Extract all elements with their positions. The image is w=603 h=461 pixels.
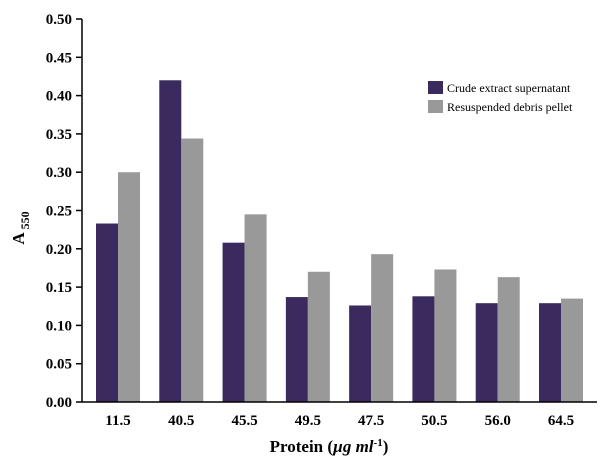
x-axis-title-suffix: ) (383, 437, 389, 456)
bar-resuspended-40.5 (181, 138, 204, 402)
x-tick-label: 11.5 (105, 413, 130, 429)
bar-resuspended-45.5 (244, 214, 267, 402)
x-tick-label: 64.5 (548, 413, 574, 429)
bar-crude-40.5 (159, 80, 182, 402)
legend-swatch-crude (428, 81, 443, 94)
x-tick-label: 49.5 (295, 413, 321, 429)
x-axis-title-prefix: Protein ( (270, 437, 334, 456)
bar-resuspended-49.5 (307, 271, 330, 402)
y-axis-title-subscript: 550 (18, 211, 32, 229)
legend-swatch-resuspended (428, 100, 443, 113)
x-tick-label: 40.5 (168, 413, 194, 429)
x-tick-label: 56.0 (485, 413, 511, 429)
y-tick-label: 0.25 (46, 204, 72, 220)
y-tick-label: 0.05 (46, 357, 72, 373)
bar-resuspended-47.5 (371, 254, 394, 402)
bar-resuspended-64.5 (561, 298, 583, 402)
y-tick-label: 0.50 (46, 12, 72, 28)
bar-crude-45.5 (222, 242, 245, 402)
bar-crude-56.0 (475, 303, 498, 402)
y-ticks-group: 0.00 0.05 0.10 0.15 0.20 0.25 0.30 0.35 0.40 0.45… (46, 12, 82, 411)
x-tick-label: 47.5 (358, 413, 384, 429)
x-axis-title-superscript: -1 (374, 437, 383, 449)
y-tick-label: 0.10 (46, 318, 72, 334)
y-tick-label: 0.45 (46, 50, 72, 66)
y-tick-label: 0.15 (46, 280, 72, 296)
x-ticks-group: 11.5 40.5 45.5 49.5 47.5 50.5 56.0 64.5 (105, 413, 574, 429)
y-axis-title: A 550 (9, 211, 32, 244)
y-tick-label: 0.40 (46, 89, 72, 105)
bars-group (96, 80, 583, 402)
bar-resuspended-50.5 (434, 269, 457, 402)
y-tick-label: 0.30 (46, 165, 72, 181)
bar-crude-49.5 (285, 297, 308, 402)
legend-label-crude: Crude extract supernatant (447, 81, 571, 95)
bar-resuspended-56.0 (497, 277, 520, 402)
bar-crude-50.5 (412, 296, 435, 402)
bar-resuspended-11.5 (118, 172, 140, 402)
x-tick-label: 45.5 (231, 413, 257, 429)
y-tick-label: 0.20 (46, 242, 72, 258)
legend-label-resuspended: Resuspended debris pellet (447, 100, 573, 114)
y-tick-label: 0.35 (46, 127, 72, 143)
bar-crude-64.5 (539, 303, 561, 402)
x-tick-label: 50.5 (421, 413, 447, 429)
x-axis-title-unit: µg ml (332, 437, 374, 456)
y-tick-label: 0.00 (46, 395, 72, 411)
bar-crude-11.5 (96, 223, 118, 402)
legend: Crude extract supernatant Resuspended de… (428, 81, 573, 114)
bar-crude-47.5 (349, 305, 372, 402)
y-axis-title-main: A (9, 232, 28, 245)
x-axis-title: Protein (µg ml-1) (270, 437, 389, 456)
